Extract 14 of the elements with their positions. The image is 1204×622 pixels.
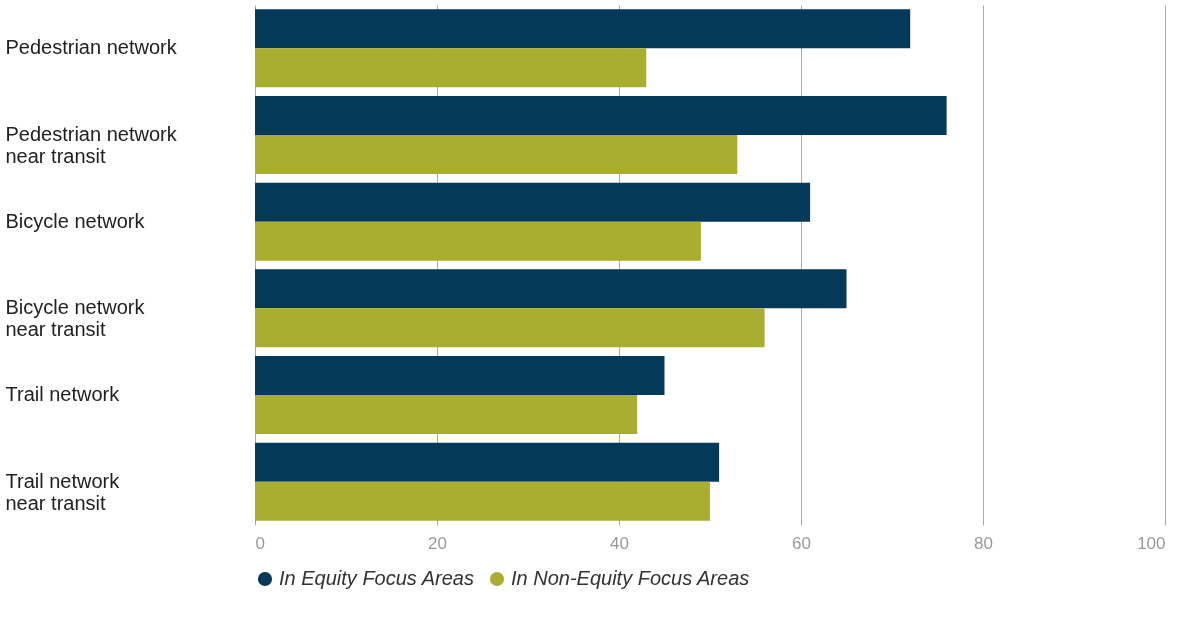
y-tick-label: Pedestrian network near transit bbox=[5, 123, 178, 167]
y-tick-label: Trail network bbox=[5, 383, 121, 405]
x-tick-label: 80 bbox=[974, 533, 993, 553]
y-tick-label: Bicycle network near transit bbox=[5, 296, 146, 341]
x-tick-label: 100 bbox=[1137, 533, 1166, 553]
x-tick-label: 20 bbox=[428, 533, 447, 553]
x-tick-label: 40 bbox=[610, 533, 629, 553]
legend-label: In Non-Equity Focus Areas bbox=[511, 567, 750, 589]
legend-label: In Equity Focus Areas bbox=[279, 567, 474, 589]
y-tick-label: Trail network near transit bbox=[5, 469, 121, 514]
y-tick-label: Bicycle network bbox=[5, 209, 146, 232]
x-tick-label: 60 bbox=[792, 533, 811, 553]
y-tick-label: Pedestrian network bbox=[5, 36, 178, 59]
x-tick-label: 0 bbox=[255, 533, 265, 553]
